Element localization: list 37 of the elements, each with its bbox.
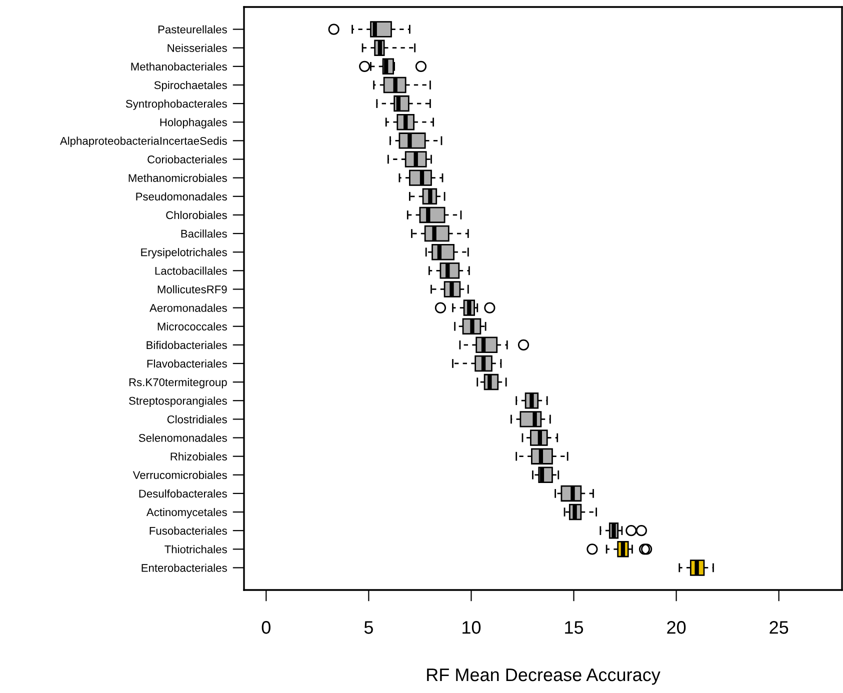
y-tick-label: Syntrophobacterales: [126, 100, 227, 110]
y-tick-label: Chlorobiales: [166, 210, 227, 220]
y-tick-label: Fusobacteriales: [150, 526, 227, 535]
x-tick-label: 0: [262, 621, 270, 634]
y-tick-label: Pseudomonadales: [136, 192, 227, 201]
y-tick-label: Clostridiales: [167, 415, 227, 424]
y-tick-label: Bacillales: [181, 229, 227, 238]
x-tick-label: 10: [462, 621, 481, 634]
y-tick-label: MollicutesRF9: [158, 285, 227, 294]
x-tick-label: 25: [770, 621, 788, 634]
y-tick-label: Thiotrichales: [164, 545, 227, 554]
y-tick-label: Desulfobacterales: [139, 489, 227, 498]
y-tick-label: Rs.K70termitegroup: [129, 378, 227, 388]
y-tick-label: Holophagales: [160, 118, 227, 128]
x-tick-label: 15: [565, 621, 584, 634]
y-tick-label: Lactobacillales: [155, 266, 227, 275]
x-tick-label: 5: [364, 621, 373, 634]
y-tick-label: Erysipelotrichales: [141, 248, 227, 258]
y-tick-label: Pasteurellales: [158, 25, 227, 34]
y-tick-label: Aeromonadales: [150, 304, 227, 312]
y-tick-label: Spirochaetales: [154, 80, 227, 92]
y-tick-label: AlphaproteobacteriaIncertaeSedis: [60, 136, 227, 148]
y-tick-label: Verrucomicrobiales: [132, 470, 227, 480]
y-tick-label: Bifidobacteriales: [146, 340, 227, 350]
y-tick-label: Coriobacteriales: [148, 155, 227, 164]
y-tick-label: Actinomycetales: [146, 508, 227, 518]
x-tick-label: 20: [667, 621, 686, 634]
x-axis-title: RF Mean Decrease Accuracy: [427, 668, 660, 685]
y-tick-label: Selenomonadales: [138, 434, 227, 442]
y-tick-label: Micrococcales: [158, 322, 227, 330]
y-tick-label: Enterobacteriales: [142, 564, 227, 572]
y-tick-label: Methanomicrobiales: [128, 174, 227, 182]
y-tick-label: Rhizobiales: [170, 452, 227, 460]
y-tick-label: Neisseriales: [168, 44, 227, 52]
y-tick-label: Flavobacteriales: [147, 359, 227, 368]
y-tick-label: Streptosporangiales: [129, 396, 227, 407]
y-tick-label: Methanobacteriales: [131, 62, 227, 71]
